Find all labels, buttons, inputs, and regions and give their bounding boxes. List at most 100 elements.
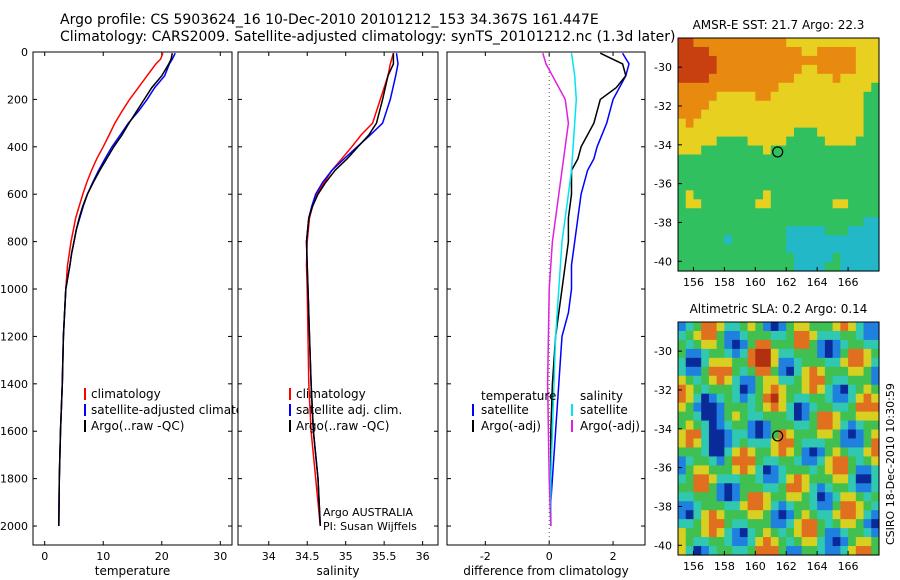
map-cell bbox=[801, 136, 811, 147]
map-cell bbox=[716, 375, 725, 386]
map-cell bbox=[732, 154, 741, 165]
map-cell bbox=[755, 357, 764, 368]
y-tick-label: -34 bbox=[654, 423, 672, 436]
map-cell bbox=[793, 474, 803, 484]
map-cell bbox=[732, 537, 741, 547]
map-cell bbox=[755, 384, 764, 395]
map-cell bbox=[678, 501, 687, 511]
map-cell bbox=[848, 226, 857, 236]
map-cell bbox=[786, 244, 795, 254]
map-cell bbox=[855, 339, 865, 350]
map-cell bbox=[840, 199, 849, 209]
map-cell bbox=[824, 217, 834, 227]
map-cell bbox=[778, 253, 787, 263]
y-tick-label: 600 bbox=[7, 188, 28, 201]
map-cell bbox=[817, 136, 826, 147]
map-cell bbox=[678, 483, 687, 493]
map-cell bbox=[786, 235, 795, 245]
map-cell bbox=[871, 492, 880, 502]
map-cell bbox=[863, 420, 872, 431]
map-cell bbox=[732, 420, 741, 431]
map-cell bbox=[855, 136, 865, 147]
map-cell bbox=[755, 375, 764, 386]
map-cell bbox=[840, 244, 849, 254]
map-cell bbox=[747, 420, 756, 431]
map-cell bbox=[793, 402, 803, 413]
map-cell bbox=[763, 411, 772, 422]
map-cell bbox=[817, 330, 826, 341]
map-cell bbox=[801, 348, 811, 359]
map-cell bbox=[763, 172, 772, 182]
map-cell bbox=[708, 411, 718, 422]
map-cell bbox=[678, 366, 687, 377]
map-cell bbox=[708, 118, 718, 129]
map-cell bbox=[739, 253, 749, 263]
map-cell bbox=[871, 546, 880, 556]
x-tick-label: 30 bbox=[213, 550, 227, 563]
map-cell bbox=[786, 348, 795, 359]
map-cell bbox=[809, 411, 818, 422]
map-cell bbox=[871, 145, 880, 156]
map-cell bbox=[778, 100, 787, 111]
y-tick-label: 200 bbox=[7, 93, 28, 106]
map-cell bbox=[685, 244, 695, 254]
map-cell bbox=[755, 348, 764, 359]
map-cell bbox=[724, 73, 733, 84]
map-cell bbox=[739, 546, 749, 556]
sla-map: Altimetric SLA: 0.2 Argo: 0.14 156 158 160 1… bbox=[654, 302, 880, 573]
map-cell bbox=[817, 519, 826, 529]
map-cell bbox=[824, 226, 834, 236]
map-cell bbox=[747, 244, 756, 254]
map-cell bbox=[793, 199, 803, 209]
map-cell bbox=[732, 136, 741, 147]
map-cell bbox=[770, 100, 780, 111]
map-cell bbox=[832, 546, 841, 556]
map-cell bbox=[770, 447, 780, 458]
map-cell bbox=[778, 262, 787, 272]
map-cell bbox=[693, 235, 702, 245]
map-cell bbox=[793, 82, 803, 93]
map-cell bbox=[778, 366, 787, 377]
map-cell bbox=[809, 366, 818, 377]
map-cell bbox=[732, 199, 741, 209]
x-axis-label: difference from climatology bbox=[463, 564, 629, 578]
map-cell bbox=[732, 118, 741, 129]
map-cell bbox=[840, 402, 849, 413]
map-cell bbox=[871, 438, 880, 449]
map-cell bbox=[770, 330, 780, 341]
map-cell bbox=[793, 483, 803, 493]
map-cell bbox=[770, 402, 780, 413]
map-cell bbox=[701, 235, 710, 245]
map-cell bbox=[855, 64, 865, 75]
map-cell bbox=[701, 91, 710, 102]
map-cell bbox=[755, 420, 764, 431]
map-cell bbox=[801, 339, 811, 350]
map-cell bbox=[763, 348, 772, 359]
map-cell bbox=[724, 217, 733, 227]
map-cell bbox=[708, 348, 718, 359]
map-cell bbox=[840, 64, 849, 75]
map-cell bbox=[801, 82, 811, 93]
map-cell bbox=[855, 456, 865, 466]
map-cell bbox=[817, 145, 826, 156]
map-cell bbox=[840, 118, 849, 129]
map-cell bbox=[732, 244, 741, 254]
map-cell bbox=[685, 528, 695, 538]
map-cell bbox=[786, 73, 795, 84]
map-cell bbox=[724, 226, 733, 236]
map-cell bbox=[855, 253, 865, 263]
map-cell bbox=[693, 73, 702, 84]
map-cell bbox=[747, 393, 756, 404]
map-cell bbox=[701, 537, 710, 547]
map-cell bbox=[763, 501, 772, 511]
map-cell bbox=[763, 322, 772, 332]
map-cell bbox=[855, 73, 865, 84]
map-cell bbox=[708, 393, 718, 404]
map-cell bbox=[801, 474, 811, 484]
map-cell bbox=[809, 154, 818, 165]
map-cell bbox=[708, 244, 718, 254]
map-cell bbox=[863, 537, 872, 547]
map-cell bbox=[855, 411, 865, 422]
map-cell bbox=[770, 181, 780, 191]
map-cell bbox=[716, 100, 725, 111]
